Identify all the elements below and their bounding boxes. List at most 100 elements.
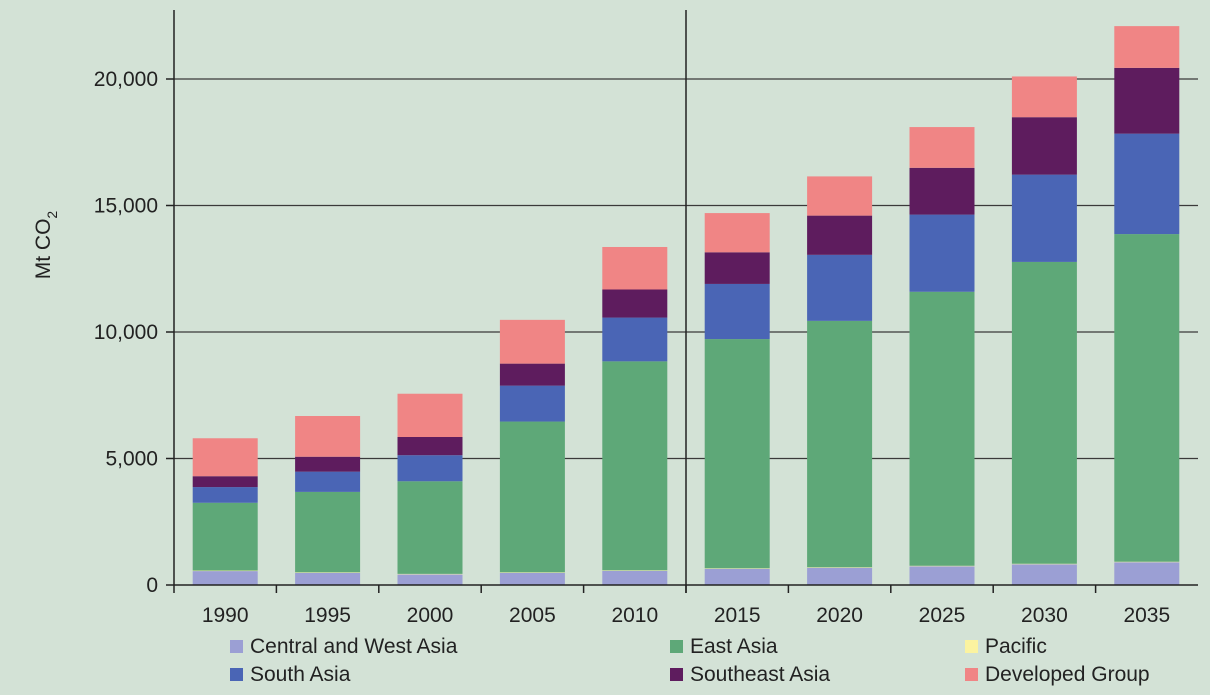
bar-segment-pacific-2020 [807, 567, 873, 568]
bar-segment-southeast-asia-2010 [602, 289, 668, 318]
x-tick-label: 2000 [407, 604, 454, 627]
legend-label: South Asia [250, 663, 351, 686]
y-tick-label: 15,000 [94, 195, 158, 218]
bar-segment-southeast-asia-1995 [295, 456, 361, 472]
bar-segment-east-asia-2020 [807, 320, 873, 568]
x-tick-labels: 1990 1995 2000 2005 2010 2015 2020 2025 2030 2035 [202, 604, 1170, 627]
bar-segment-south-asia-1990 [192, 487, 258, 503]
legend-label: Southeast Asia [690, 663, 830, 686]
bar-segment-pacific-2030 [1011, 563, 1077, 565]
bar-segment-south-asia-2000 [397, 455, 463, 482]
bar-segment-south-asia-2035 [1114, 133, 1180, 235]
bar-segment-southeast-asia-2030 [1011, 117, 1077, 175]
legend-label: Central and West Asia [250, 635, 458, 658]
bar-segment-central-and-west-asia-2035 [1114, 562, 1180, 585]
bar-stack-2035 [1114, 26, 1180, 585]
bar-stack-2030 [1011, 76, 1077, 585]
legend-swatch [230, 640, 243, 653]
bar-segment-central-and-west-asia-2005 [499, 572, 565, 585]
bar-segment-south-asia-2005 [499, 385, 565, 422]
legend-swatch [965, 640, 978, 653]
bar-segment-central-and-west-asia-2000 [397, 574, 463, 585]
bar-segment-developed-group-2035 [1114, 26, 1180, 68]
bar-segment-south-asia-2030 [1011, 174, 1077, 262]
legend-item-developed-group: Developed Group [965, 663, 1150, 686]
bar-segment-south-asia-1995 [295, 471, 361, 492]
y-tick-label: 10,000 [94, 321, 158, 344]
bar-segment-pacific-2035 [1114, 561, 1180, 563]
bar-segment-developed-group-2000 [397, 393, 463, 437]
bar-segment-central-and-west-asia-1995 [295, 572, 361, 585]
bar-segment-east-asia-2000 [397, 481, 463, 574]
bar-segment-pacific-2010 [602, 570, 668, 571]
legend-item-east-asia: East Asia [670, 635, 778, 658]
legend-swatch [670, 668, 683, 681]
bar-segment-developed-group-1995 [295, 415, 361, 457]
legend-item-central-and-west-asia: Central and West Asia [230, 635, 458, 658]
legend-swatch [230, 668, 243, 681]
bar-stack-1990 [192, 438, 258, 585]
bar-segment-central-and-west-asia-2020 [807, 567, 873, 585]
bar-segment-developed-group-1990 [192, 438, 258, 477]
x-tick-label: 2025 [919, 604, 966, 627]
bar-segment-pacific-2025 [909, 565, 975, 567]
legend-label: Pacific [985, 635, 1047, 658]
bar-stack-2020 [807, 176, 873, 585]
x-tick-label: 1990 [202, 604, 249, 627]
bar-segment-central-and-west-asia-2010 [602, 570, 668, 585]
x-tick-label: 2035 [1123, 604, 1170, 627]
bar-segment-pacific-1990 [192, 570, 258, 572]
bar-segment-central-and-west-asia-2030 [1011, 564, 1077, 585]
bar-segment-south-asia-2020 [807, 254, 873, 321]
bar-segment-developed-group-2010 [602, 246, 668, 290]
bar-segment-developed-group-2005 [499, 319, 565, 364]
bar-segment-southeast-asia-2005 [499, 363, 565, 386]
y-tick-label: 20,000 [94, 68, 158, 91]
bar-stack-2005 [499, 319, 565, 585]
legend-item-southeast-asia: Southeast Asia [670, 663, 830, 686]
bar-segment-south-asia-2010 [602, 317, 668, 362]
bar-stack-2000 [397, 393, 463, 585]
bar-segment-pacific-2005 [499, 572, 565, 573]
bar-segment-east-asia-1995 [295, 491, 361, 573]
bar-segment-east-asia-2010 [602, 361, 668, 571]
bar-segment-central-and-west-asia-2015 [704, 568, 770, 585]
y-tick-label: 5,000 [105, 448, 158, 471]
y-axis-label-subscript: 2 [44, 211, 60, 219]
bar-segment-southeast-asia-2000 [397, 436, 463, 456]
bar-segment-developed-group-2015 [704, 213, 770, 253]
bar-segment-pacific-1995 [295, 572, 361, 573]
bar-segment-southeast-asia-2015 [704, 252, 770, 284]
bar-segment-east-asia-1990 [192, 502, 258, 571]
legend-swatch [965, 668, 978, 681]
y-axis-label-text: Mt CO [32, 219, 55, 280]
legend-label: East Asia [690, 635, 778, 658]
bar-stack-2010 [602, 246, 668, 585]
x-tick-label: 2020 [816, 604, 863, 627]
x-tick-label: 2030 [1021, 604, 1068, 627]
legend-swatch [670, 640, 683, 653]
bars [192, 26, 1180, 585]
x-tick-label: 2005 [509, 604, 556, 627]
bar-segment-pacific-2015 [704, 568, 770, 569]
y-axis-label: Mt CO2 [32, 211, 60, 280]
bar-segment-east-asia-2005 [499, 421, 565, 573]
legend-label: Developed Group [985, 663, 1150, 686]
bar-stack-1995 [295, 415, 361, 585]
x-tick-label: 2015 [714, 604, 761, 627]
bar-segment-central-and-west-asia-2025 [909, 566, 975, 585]
bar-segment-east-asia-2015 [704, 339, 770, 569]
y-tick-label: 0 [146, 574, 158, 597]
bar-segment-southeast-asia-1990 [192, 476, 258, 488]
bar-segment-south-asia-2015 [704, 283, 770, 340]
bar-stack-2015 [704, 213, 770, 585]
bar-segment-developed-group-2020 [807, 176, 873, 216]
bar-segment-east-asia-2035 [1114, 234, 1180, 562]
y-tick-labels: 0 5,000 10,000 15,000 20,000 [94, 68, 158, 597]
bar-stack-2025 [909, 127, 975, 585]
bar-segment-developed-group-2025 [909, 127, 975, 168]
bar-segment-east-asia-2030 [1011, 261, 1077, 564]
bar-segment-south-asia-2025 [909, 214, 975, 292]
bar-segment-developed-group-2030 [1011, 76, 1077, 118]
